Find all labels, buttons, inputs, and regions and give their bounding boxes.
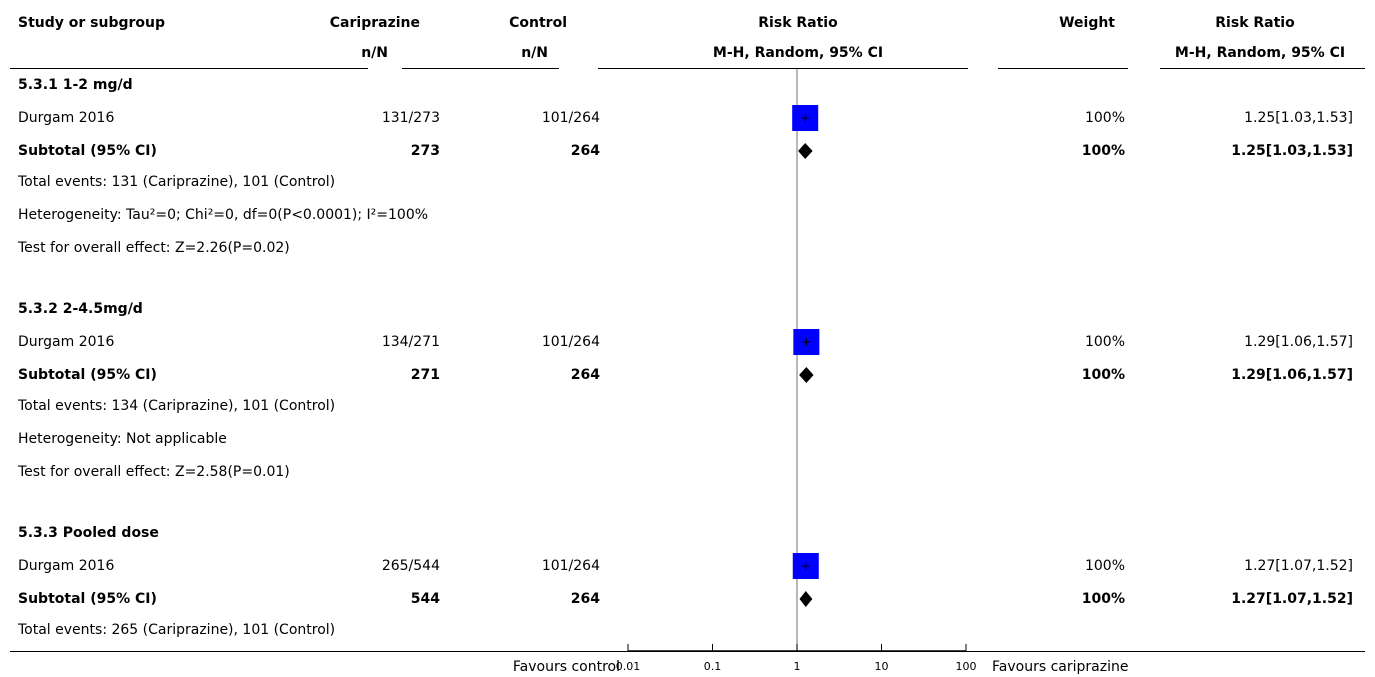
subtotal-diamond <box>799 591 813 607</box>
subtotal-ci: 1.27[1.07,1.52] <box>1231 591 1353 607</box>
subtotal-weight: 100% <box>1081 143 1125 159</box>
header-study: Study or subgroup <box>18 15 166 31</box>
header-risk-ratio-2-sub: M-H, Random, 95% CI <box>1174 45 1346 61</box>
header-treatment-sub: n/N <box>361 45 388 61</box>
x-axis-tick-label: 1 <box>794 660 801 673</box>
group-title: 5.3.2 2-4.5mg/d <box>18 301 143 317</box>
study-ci: 1.25[1.03,1.53] <box>1244 110 1353 126</box>
favours-right-label: Favours cariprazine <box>992 659 1129 675</box>
header-control-sub: n/N <box>521 45 548 61</box>
subtotal-ci: 1.29[1.06,1.57] <box>1231 367 1353 383</box>
subtotal-weight: 100% <box>1081 367 1125 383</box>
overall-effect-note: Test for overall effect: Z=2.58(P=0.01) <box>18 464 290 480</box>
overall-effect-note: Test for overall effect: Z=2.26(P=0.02) <box>18 240 290 256</box>
study-name: Durgam 2016 <box>18 558 115 574</box>
subtotal-treatment: 271 <box>410 367 440 383</box>
group-title: 5.3.1 1-2 mg/d <box>18 77 133 93</box>
study-treatment: 134/271 <box>381 334 440 350</box>
heterogeneity-note: Heterogeneity: Not applicable <box>18 431 227 447</box>
header-control: Control <box>509 15 567 31</box>
study-name: Durgam 2016 <box>18 110 115 126</box>
study-weight: 100% <box>1084 334 1125 350</box>
subtotal-diamond <box>798 143 813 159</box>
study-name: Durgam 2016 <box>18 334 115 350</box>
header-risk-ratio-2: Risk Ratio <box>1215 15 1295 31</box>
header-rule-rr <box>598 68 968 69</box>
header-rule-control <box>402 68 559 69</box>
header-risk-ratio: Risk Ratio <box>758 15 838 31</box>
study-control: 101/264 <box>541 334 600 350</box>
subtotal-label: Subtotal (95% CI) <box>18 367 157 383</box>
subtotal-control: 264 <box>570 367 600 383</box>
group-title: 5.3.3 Pooled dose <box>18 525 159 541</box>
study-control: 101/264 <box>541 558 600 574</box>
subtotal-label: Subtotal (95% CI) <box>18 591 157 607</box>
study-treatment: 265/544 <box>381 558 440 574</box>
study-weight: 100% <box>1084 110 1125 126</box>
header-weight: Weight <box>1059 15 1115 31</box>
subtotal-label: Subtotal (95% CI) <box>18 143 157 159</box>
x-axis-tick-label: 0.1 <box>704 660 722 673</box>
header-treatment: Cariprazine <box>329 15 420 31</box>
x-axis-tick-label: 100 <box>956 660 977 673</box>
subtotal-ci: 1.25[1.03,1.53] <box>1231 143 1353 159</box>
study-ci: 1.27[1.07,1.52] <box>1244 558 1353 574</box>
subtotal-treatment: 273 <box>410 143 440 159</box>
subtotal-weight: 100% <box>1081 591 1125 607</box>
header-rule-rr2 <box>1160 68 1365 69</box>
header-risk-ratio-sub: M-H, Random, 95% CI <box>712 45 884 61</box>
study-weight: 100% <box>1084 558 1125 574</box>
total-events-note: Total events: 131 (Cariprazine), 101 (Co… <box>18 174 336 190</box>
heterogeneity-note: Heterogeneity: Tau²=0; Chi²=0, df=0(P<0.… <box>18 207 429 223</box>
subtotal-treatment: 544 <box>410 591 440 607</box>
favours-left-label: Favours control <box>512 659 620 675</box>
total-events-note: Total events: 265 (Cariprazine), 101 (Co… <box>18 622 336 638</box>
subtotal-control: 264 <box>570 143 600 159</box>
study-ci: 1.29[1.06,1.57] <box>1244 334 1353 350</box>
header-rule-weight <box>998 68 1128 69</box>
x-axis-tick-label: 0.01 <box>616 660 641 673</box>
subtotal-control: 264 <box>570 591 600 607</box>
total-events-note: Total events: 134 (Cariprazine), 101 (Co… <box>18 398 336 414</box>
x-axis-tick-label: 10 <box>875 660 889 673</box>
subtotal-diamond <box>799 367 814 383</box>
study-treatment: 131/273 <box>381 110 440 126</box>
study-control: 101/264 <box>541 110 600 126</box>
